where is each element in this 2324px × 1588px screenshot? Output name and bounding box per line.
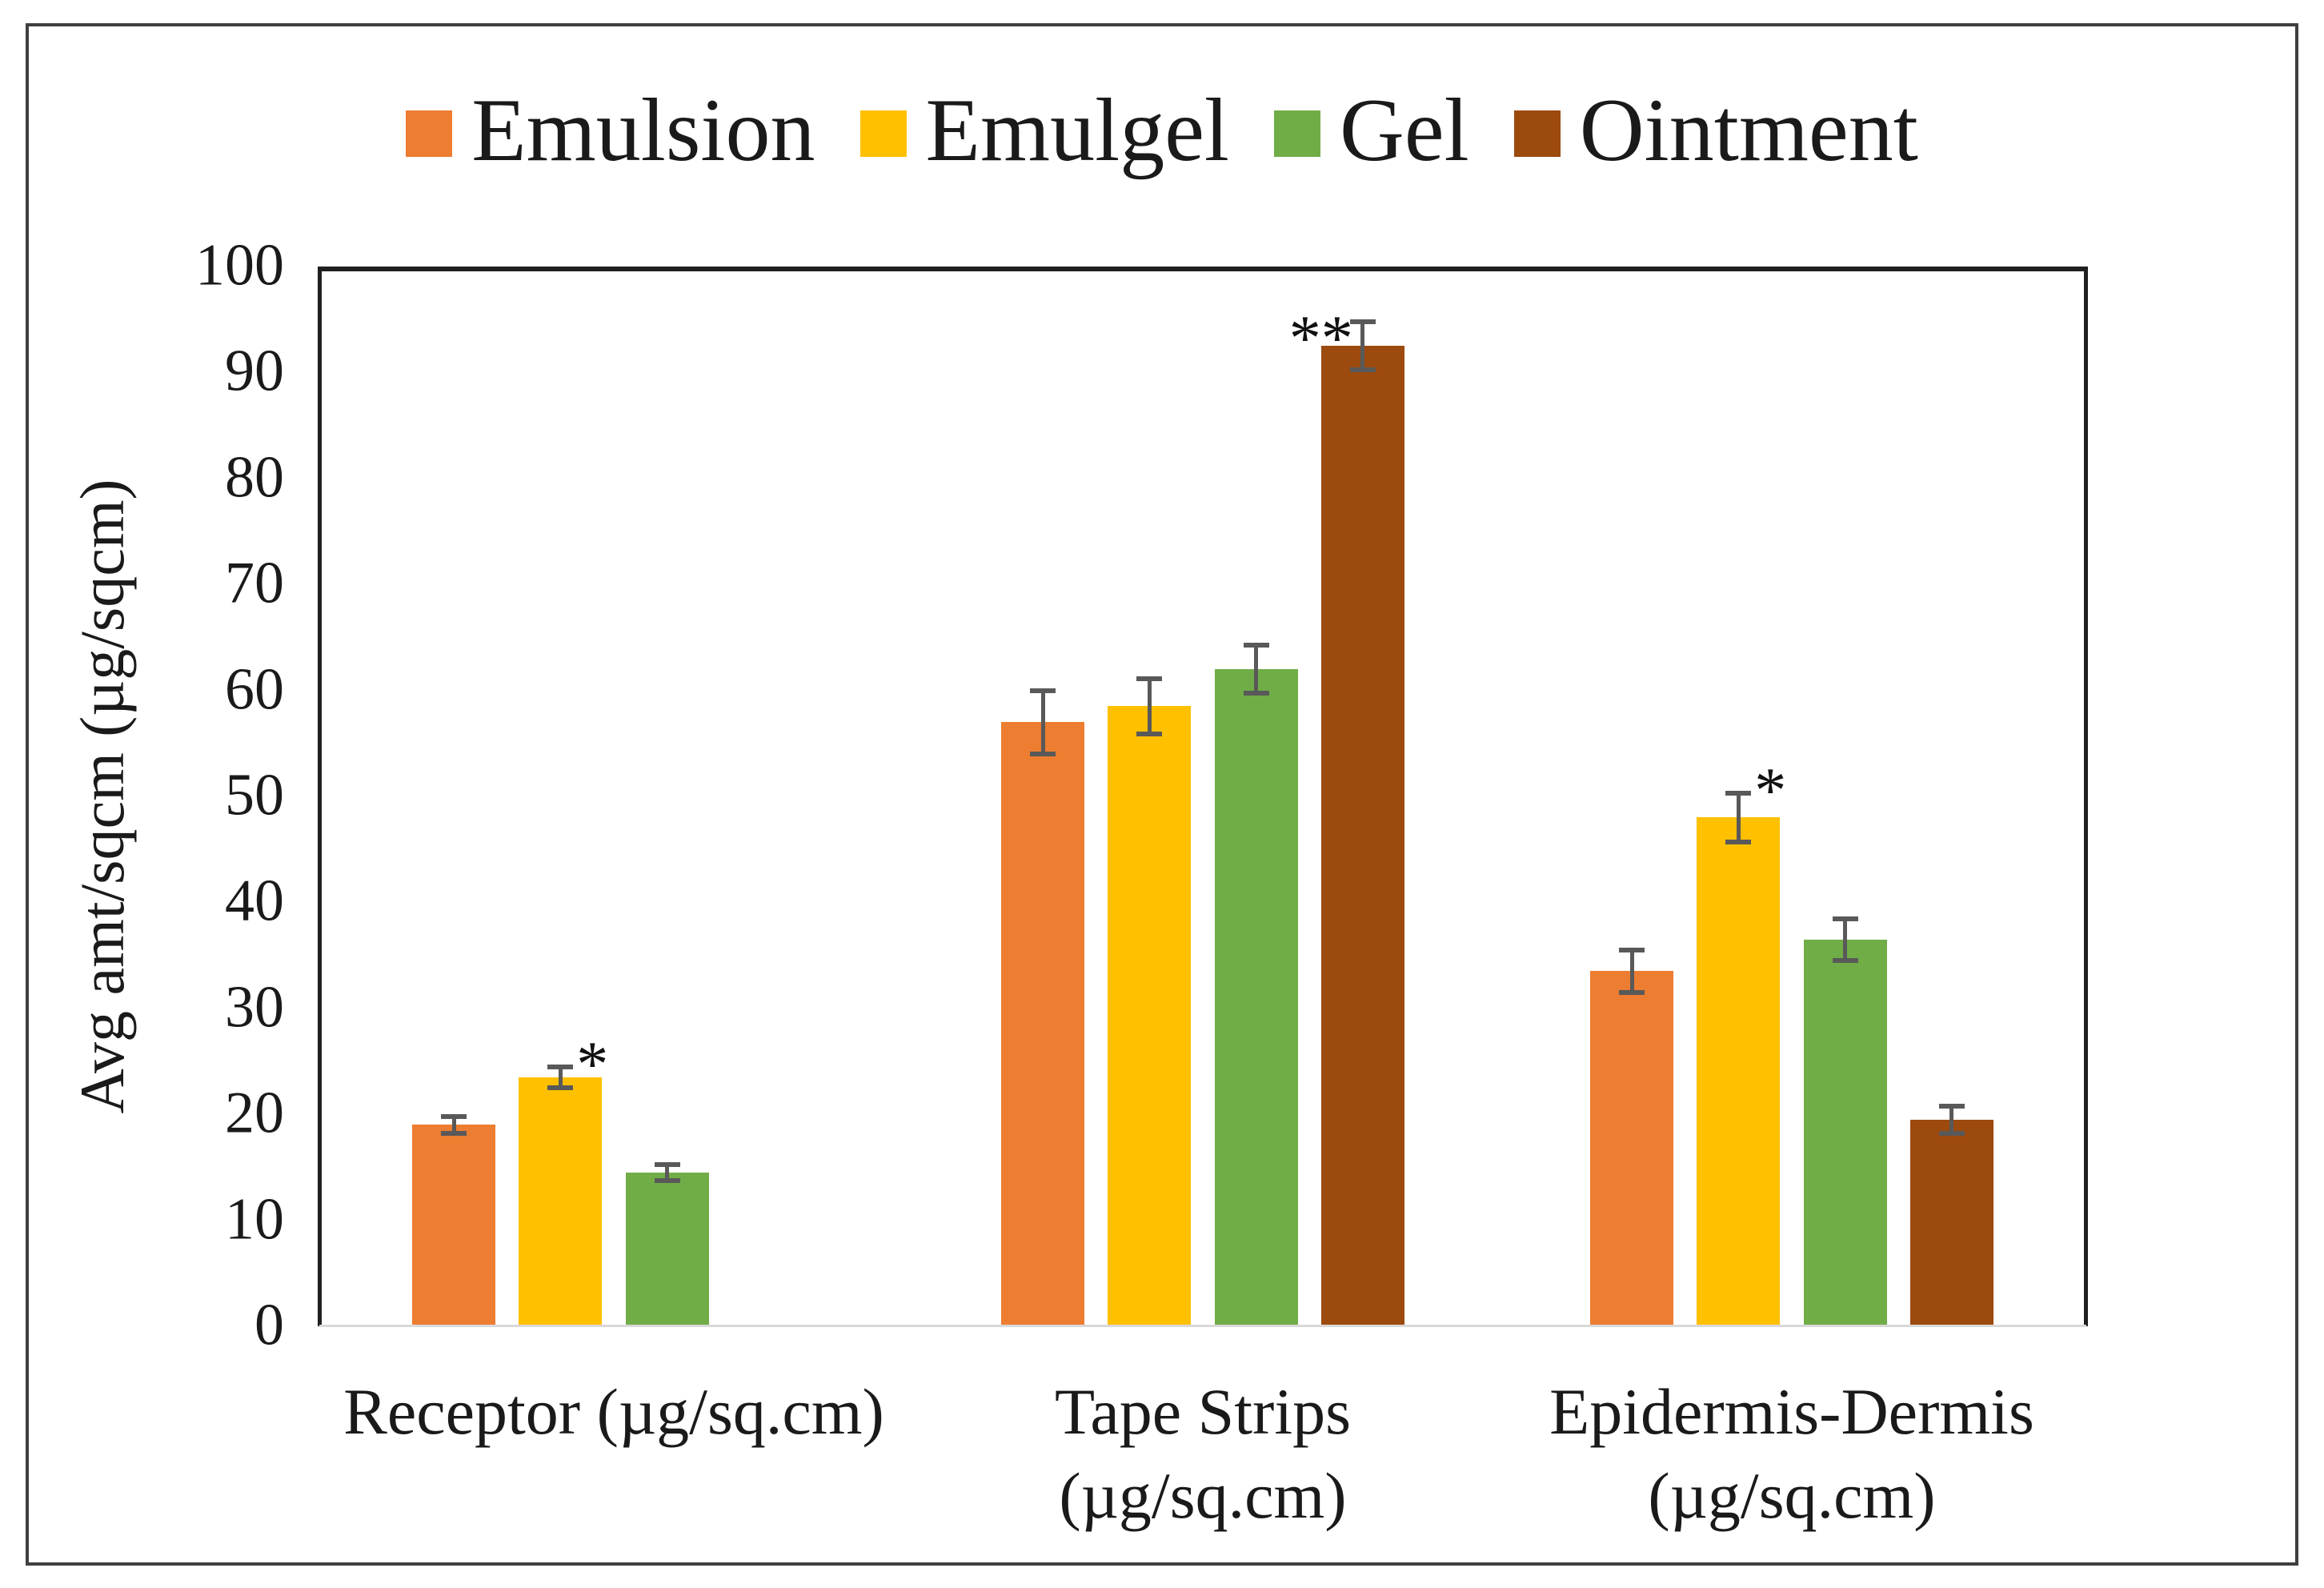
bar [1108,706,1192,1326]
y-tick-label: 20 [225,1080,284,1146]
error-bar [1136,676,1163,736]
x-axis-category-label-line: (µg/sq.cm) [1648,1458,1936,1532]
error-bar [654,1161,680,1184]
figure-border [26,23,2298,1566]
x-axis-category-label: Tape Strips (µg/sq.cm) [868,1370,1537,1538]
plot-border-right [2084,267,2088,1326]
bar [625,1173,709,1326]
error-bar-line [665,1161,669,1184]
bar [519,1077,603,1326]
legend-label: Emulsion [471,81,815,180]
error-bar [1619,948,1645,995]
bar [1590,971,1673,1326]
legend-label: Emulgel [925,81,1230,180]
y-tick-label: 60 [225,656,284,723]
y-tick-label: 70 [225,550,284,616]
y-tick-label: 80 [225,444,284,511]
error-bar-cap-top [1136,676,1163,682]
x-axis-category-label-line: Tape Strips [1054,1375,1352,1448]
legend-item: Emulsion [406,86,815,175]
error-bar-cap-bottom [1619,989,1645,995]
x-axis-category-label-line: Epidermis-Dermis [1549,1375,2034,1448]
legend-item: Ointment [1513,81,1918,180]
bar [1214,669,1298,1326]
bar [1803,939,1887,1326]
plot-area: * ** * [319,267,2086,1326]
significance-marker: ** [1288,303,1353,375]
error-bar-line [1736,791,1741,844]
legend-swatch [1513,110,1561,157]
error-bar-line [1949,1103,1954,1136]
y-tick-label: 10 [225,1186,284,1253]
y-axis-line [318,267,322,1326]
error-bar-cap-top [654,1161,680,1167]
error-bar [1832,916,1858,963]
x-axis-category-label: Epidermis-Dermis (µg/sq.cm) [1457,1370,2126,1538]
error-bar [547,1064,574,1090]
error-bar-cap-top [1619,948,1645,953]
legend-item: Gel [1274,86,1469,175]
bar [1697,817,1781,1326]
y-tick-label: 50 [225,762,284,828]
error-bar [1030,688,1056,756]
bar [1909,1119,1993,1326]
error-bar-cap-top [1030,688,1056,693]
y-tick-label: 0 [254,1292,284,1358]
x-axis-category-label: Receptor (µg/sq.cm) [279,1370,948,1454]
error-bar-cap-bottom [441,1130,467,1136]
bar [1001,722,1084,1326]
error-bar [1938,1103,1965,1136]
error-bar-cap-bottom [1243,691,1269,696]
error-bar-cap-top [1938,1103,1965,1109]
x-axis-category-label-line: (µg/sq.cm) [1059,1458,1347,1532]
error-bar-line [1843,916,1847,963]
error-bar [1349,319,1376,373]
error-bar [441,1114,467,1136]
error-bar-line [1040,688,1045,756]
error-bar-cap-top [547,1064,574,1069]
error-bar-cap-bottom [1349,367,1376,373]
error-bar-cap-bottom [1938,1130,1965,1136]
error-bar-cap-bottom [1136,731,1163,736]
y-tick-label: 40 [225,868,284,934]
error-bar-cap-top [1243,643,1269,648]
y-tick-label: 30 [225,974,284,1041]
error-bar-line [451,1114,456,1136]
error-bar-line [1147,676,1152,736]
legend-swatch [1274,110,1321,157]
error-bar [1725,791,1752,844]
error-bar-cap-top [1725,791,1752,796]
bar [1320,346,1404,1326]
x-axis-category-label-line: Receptor (µg/sq.cm) [343,1375,884,1448]
error-bar-cap-top [1349,319,1376,325]
significance-marker: * [1754,756,1787,827]
error-bar-cap-top [1832,916,1858,921]
bar [412,1125,495,1326]
y-tick-label: 90 [225,338,284,404]
error-bar-line [1360,319,1365,373]
error-bar-cap-bottom [1832,957,1858,963]
legend: Emulsion Emulgel Gel Ointment [0,70,2324,190]
error-bar-cap-bottom [547,1085,574,1090]
x-axis-baseline [319,1325,2086,1327]
plot-border-top [318,267,2088,271]
significance-marker: * [576,1029,609,1100]
legend-item: Emulgel [859,81,1230,180]
error-bar-line [1629,948,1634,995]
legend-label: Gel [1340,81,1469,180]
error-bar [1243,643,1269,696]
error-bar-cap-top [441,1114,467,1120]
legend-swatch [406,110,453,157]
error-bar-line [1254,643,1258,696]
y-tick-label: 100 [195,232,284,299]
legend-label: Ointment [1579,81,1918,180]
error-bar-line [558,1064,563,1090]
error-bar-cap-bottom [1725,839,1752,844]
legend-swatch [859,110,907,157]
error-bar-cap-bottom [1030,751,1056,756]
error-bar-cap-bottom [654,1178,680,1184]
